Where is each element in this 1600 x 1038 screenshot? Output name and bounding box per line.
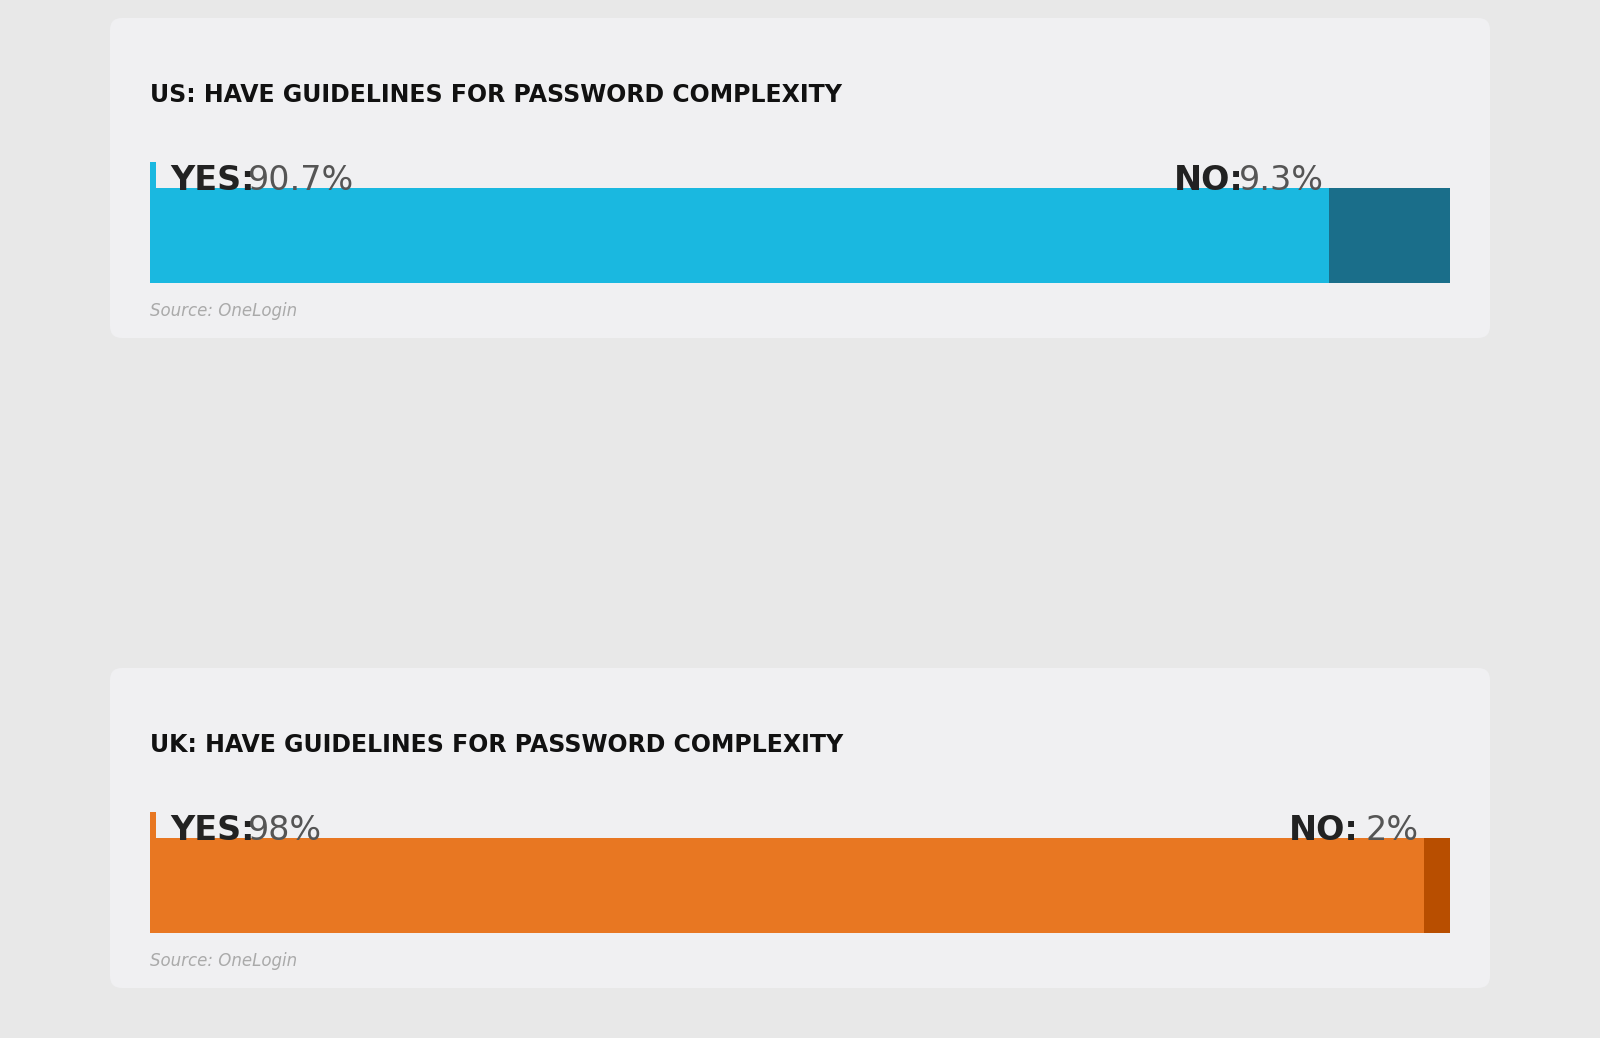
Text: YES:: YES:: [170, 814, 254, 847]
Bar: [150, 812, 157, 933]
Bar: [150, 188, 1330, 283]
Text: YES:: YES:: [170, 164, 254, 196]
Bar: [1330, 188, 1450, 283]
FancyBboxPatch shape: [110, 18, 1490, 338]
Text: 2%: 2%: [1366, 814, 1419, 847]
Text: US: HAVE GUIDELINES FOR PASSWORD COMPLEXITY: US: HAVE GUIDELINES FOR PASSWORD COMPLEX…: [150, 83, 842, 107]
Text: UK: HAVE GUIDELINES FOR PASSWORD COMPLEXITY: UK: HAVE GUIDELINES FOR PASSWORD COMPLEX…: [150, 733, 843, 757]
Text: Source: OneLogin: Source: OneLogin: [150, 302, 298, 320]
Bar: [1424, 838, 1450, 933]
Text: 90.7%: 90.7%: [248, 164, 354, 196]
Bar: [150, 838, 1424, 933]
Bar: [150, 162, 157, 283]
Text: 9.3%: 9.3%: [1238, 164, 1325, 196]
Text: 98%: 98%: [248, 814, 322, 847]
Text: Source: OneLogin: Source: OneLogin: [150, 952, 298, 969]
Text: NO:: NO:: [1290, 814, 1358, 847]
Text: NO:: NO:: [1174, 164, 1245, 196]
FancyBboxPatch shape: [110, 668, 1490, 988]
